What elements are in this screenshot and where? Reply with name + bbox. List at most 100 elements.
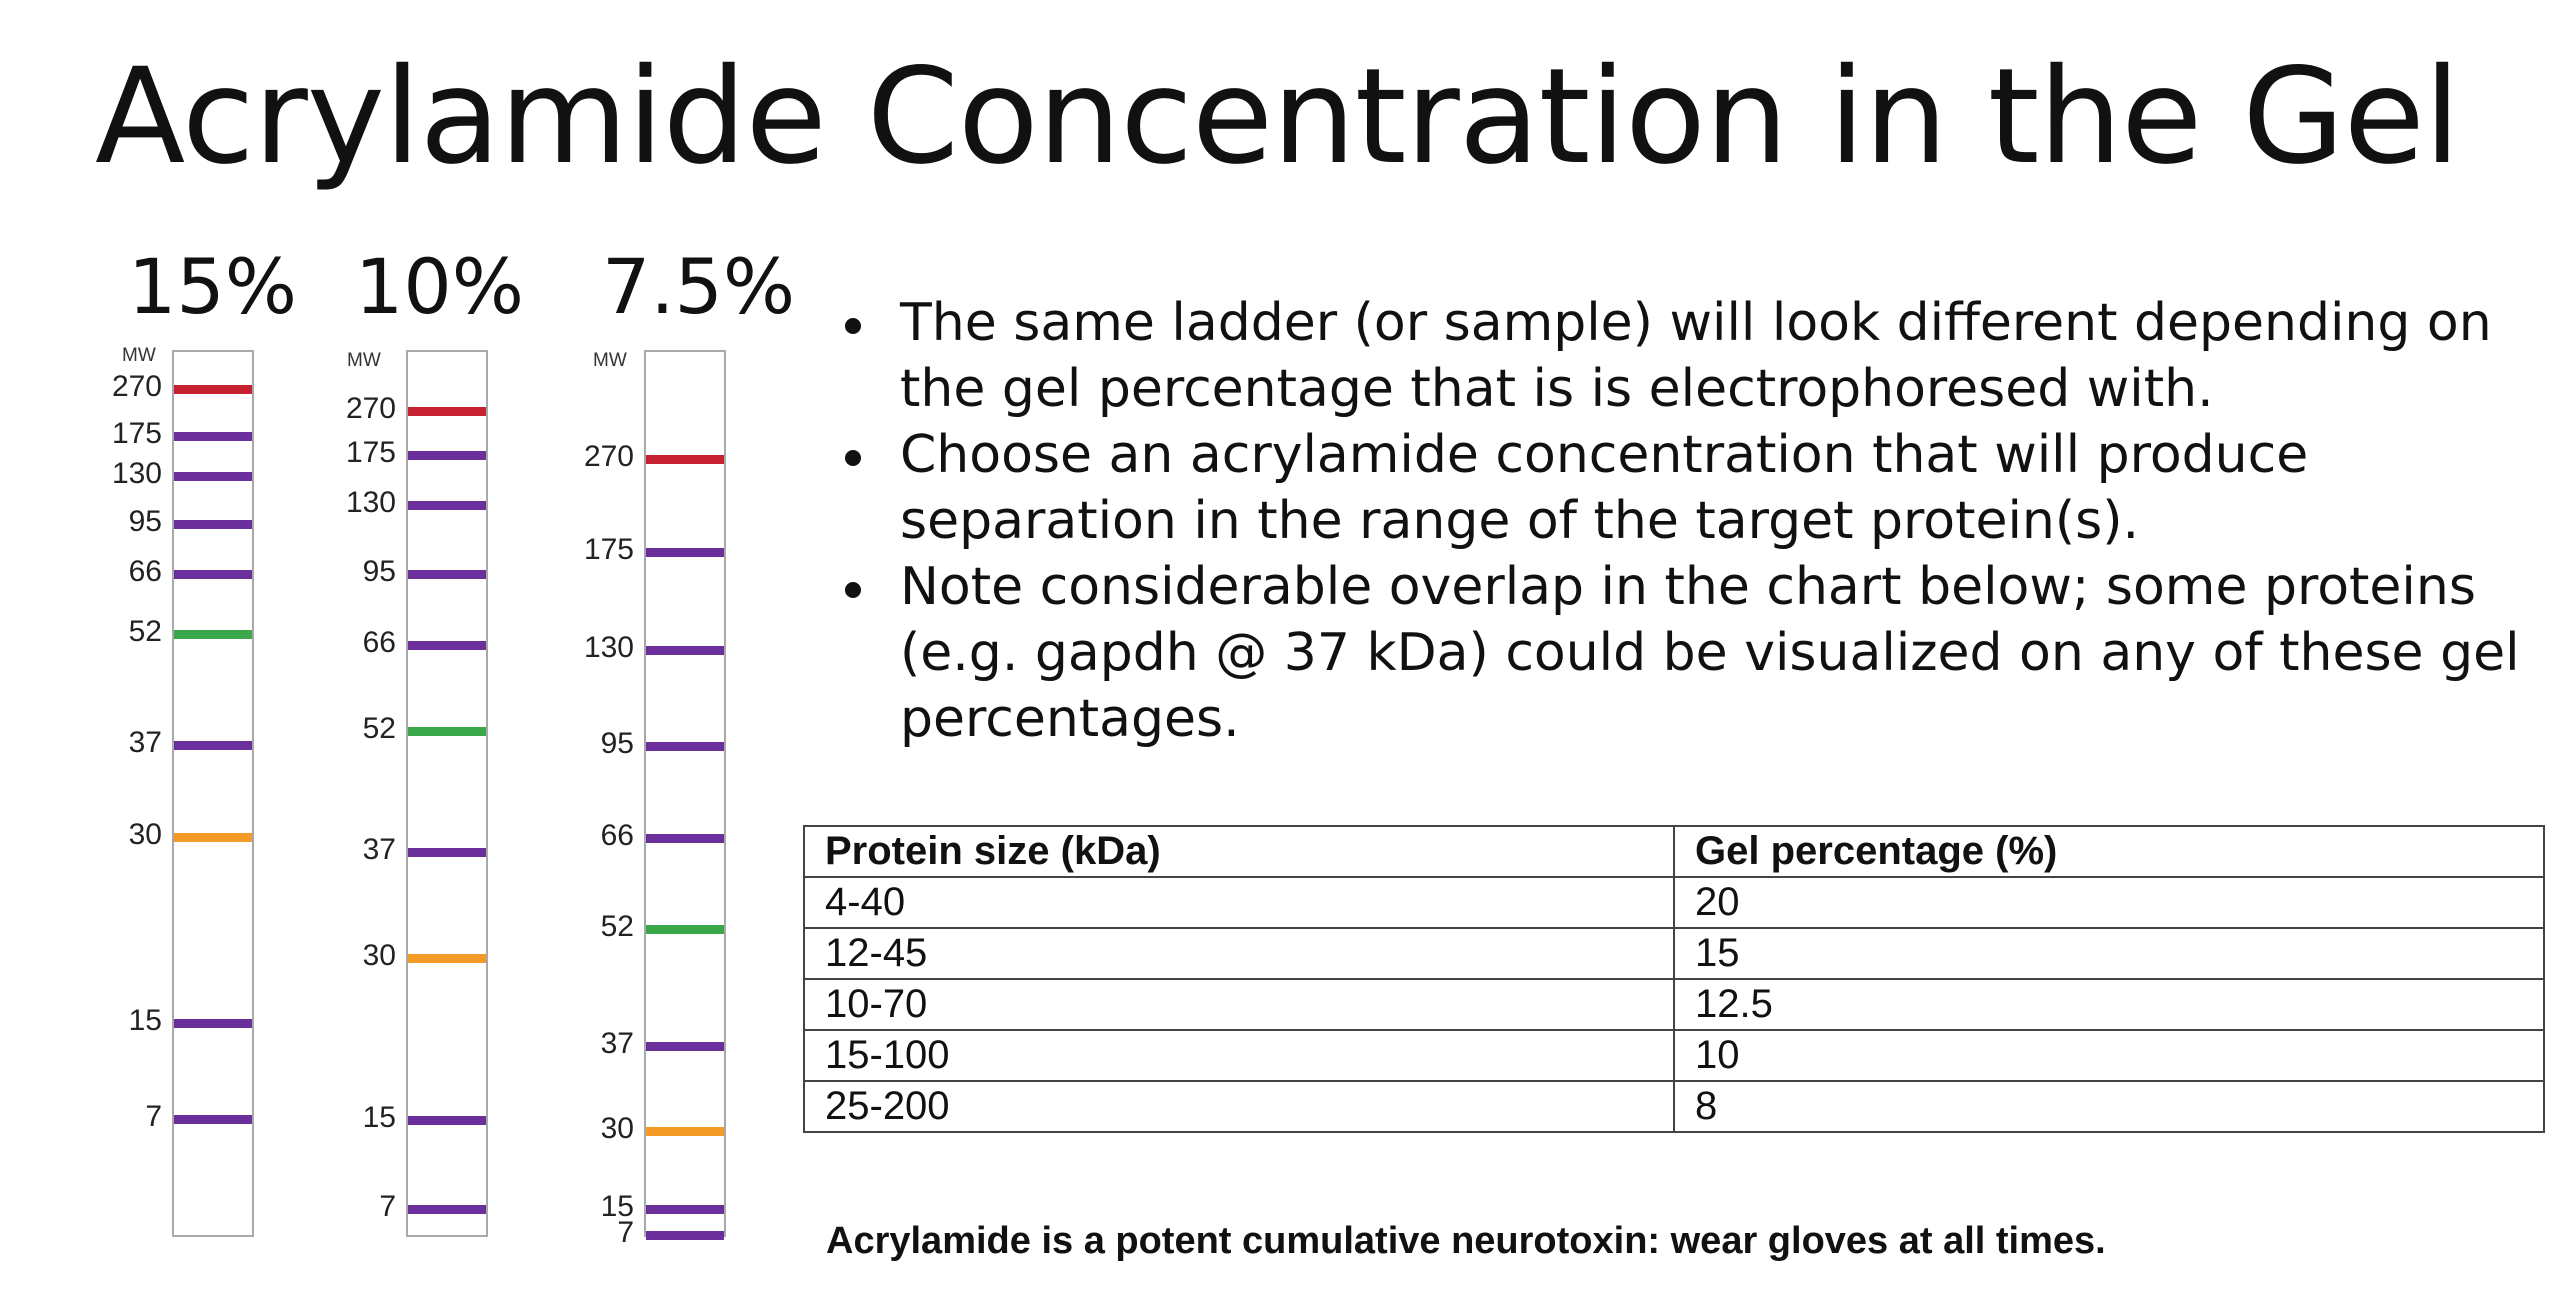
table-row: 10-70 12.5 [803, 978, 2545, 1031]
ladder-band [646, 1042, 724, 1051]
gel-percentage-cell: 20 [1673, 876, 2545, 929]
table-header-row: Protein size (kDa) Gel percentage (%) [803, 825, 2545, 878]
bullet-item: Note considerable overlap in the chart b… [845, 554, 2545, 752]
gel-percent-15: 15% [128, 242, 297, 331]
gel-percentage-cell: 15 [1673, 927, 2545, 980]
gel-percentage-table: Protein size (kDa) Gel percentage (%) 4-… [803, 825, 2545, 1133]
mw-label: 270 [583, 440, 634, 473]
ladder-band [174, 385, 252, 394]
bullet-item: Choose an acrylamide concentration that … [845, 422, 2545, 554]
mw-label: 95 [362, 555, 396, 588]
ladder-band [408, 1116, 486, 1125]
mw-label: 175 [111, 417, 162, 450]
mw-label: 175 [345, 436, 396, 469]
gel-percent-10: 10% [355, 242, 524, 331]
mw-label: 175 [583, 533, 634, 566]
ladder-band [174, 1019, 252, 1028]
bullet-dot-icon [845, 450, 861, 466]
gel-percentage-cell: 8 [1673, 1080, 2545, 1133]
ladder-band [174, 1115, 252, 1124]
ladder-band [408, 451, 486, 460]
mw-label: 30 [362, 939, 396, 972]
protein-size-cell: 10-70 [803, 978, 1675, 1031]
ladder-band [408, 848, 486, 857]
ladder-band [174, 520, 252, 529]
mw-header-label: MW [122, 345, 156, 366]
column-header-gel-percentage: Gel percentage (%) [1673, 825, 2545, 878]
ladder-band [408, 727, 486, 736]
mw-label: 130 [345, 486, 396, 519]
protein-size-cell: 25-200 [803, 1080, 1675, 1133]
ladder-band [174, 472, 252, 481]
mw-label: 7 [379, 1190, 396, 1223]
ladder-band [646, 742, 724, 751]
mw-label: 30 [600, 1112, 634, 1145]
bullet-text: The same ladder (or sample) will look di… [900, 293, 2492, 419]
table-row: 15-100 10 [803, 1029, 2545, 1082]
ladder-band [646, 925, 724, 934]
ladder-band [408, 1205, 486, 1214]
ladder-band [646, 1231, 724, 1240]
ladder-band [646, 646, 724, 655]
mw-label: 37 [128, 726, 162, 759]
mw-label: 15 [600, 1190, 634, 1223]
mw-label: 15 [128, 1004, 162, 1037]
ladder-band [646, 548, 724, 557]
ladder-band [646, 834, 724, 843]
protein-size-cell: 15-100 [803, 1029, 1675, 1082]
bullet-text: Note considerable overlap in the chart b… [900, 557, 2520, 749]
gel-lane [644, 350, 726, 1240]
gel-lane [406, 350, 488, 1237]
column-header-protein-size: Protein size (kDa) [803, 825, 1675, 878]
ladder-band [646, 455, 724, 464]
bullet-text: Choose an acrylamide concentration that … [900, 425, 2309, 551]
bullet-dot-icon [845, 582, 861, 598]
mw-label: 270 [111, 370, 162, 403]
table-row: 4-40 20 [803, 876, 2545, 929]
gel-percentage-cell: 12.5 [1673, 978, 2545, 1031]
mw-label: 7 [617, 1216, 634, 1249]
mw-label: 37 [362, 833, 396, 866]
mw-label: 52 [128, 615, 162, 648]
ladder-band [408, 501, 486, 510]
table-row: 25-200 8 [803, 1080, 2545, 1133]
ladder-band [174, 741, 252, 750]
mw-label: 95 [128, 505, 162, 538]
mw-label: 15 [362, 1101, 396, 1134]
mw-label: 130 [583, 631, 634, 664]
gel-percentage-cell: 10 [1673, 1029, 2545, 1082]
ladder-band [408, 954, 486, 963]
mw-label: 66 [128, 555, 162, 588]
mw-label: 30 [128, 818, 162, 851]
protein-size-cell: 4-40 [803, 876, 1675, 929]
table-row: 12-45 15 [803, 927, 2545, 980]
ladder-band [646, 1205, 724, 1214]
gel-ladder-figure: 15% 10% 7.5% MW 270 175 130 95 66 52 37 30 15 7 MW 2… [0, 0, 800, 1308]
safety-warning: Acrylamide is a potent cumulative neurot… [826, 1220, 2106, 1262]
ladder-band [408, 407, 486, 416]
ladder-band [408, 570, 486, 579]
bullet-dot-icon [845, 318, 861, 334]
protein-size-cell: 12-45 [803, 927, 1675, 980]
mw-label: 52 [362, 712, 396, 745]
mw-header-label: MW [347, 350, 381, 371]
mw-label: 66 [362, 626, 396, 659]
bullet-list: The same ladder (or sample) will look di… [845, 290, 2545, 752]
ladder-band [646, 1127, 724, 1136]
mw-label: 7 [145, 1100, 162, 1133]
mw-header-label: MW [593, 350, 627, 371]
mw-label: 270 [345, 392, 396, 425]
ladder-band [408, 641, 486, 650]
ladder-band [174, 570, 252, 579]
ladder-band [174, 630, 252, 639]
gel-lane [172, 350, 254, 1237]
ladder-band [174, 432, 252, 441]
mw-label: 95 [600, 727, 634, 760]
gel-percent-7-5: 7.5% [602, 242, 796, 331]
mw-label: 52 [600, 910, 634, 943]
mw-label: 130 [111, 457, 162, 490]
mw-label: 66 [600, 819, 634, 852]
bullet-item: The same ladder (or sample) will look di… [845, 290, 2545, 422]
page-title: Acrylamide Concentration in the Gel [95, 40, 2461, 194]
mw-label: 37 [600, 1027, 634, 1060]
